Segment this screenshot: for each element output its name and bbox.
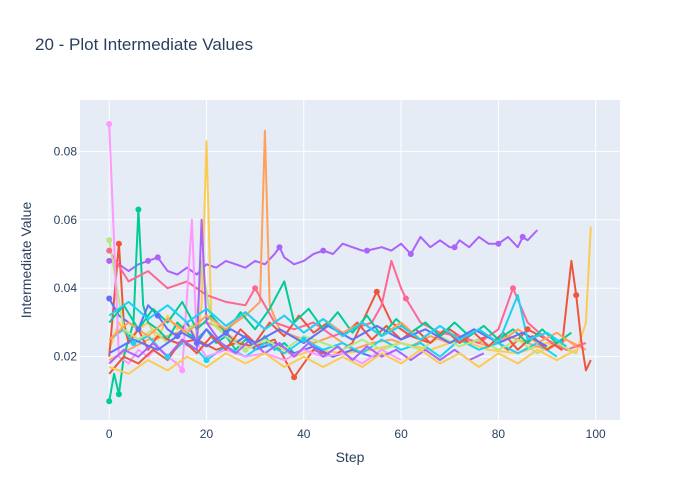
- chart-title: 20 - Plot Intermediate Values: [35, 35, 253, 54]
- marker-layer: [106, 121, 580, 405]
- series-point[interactable]: [510, 285, 516, 292]
- series-point[interactable]: [106, 237, 113, 244]
- series-point[interactable]: [451, 244, 458, 251]
- series-point[interactable]: [145, 257, 152, 264]
- series-point[interactable]: [115, 240, 122, 247]
- series-point[interactable]: [174, 333, 181, 340]
- y-tick-label: 0.02: [54, 350, 78, 364]
- series-point[interactable]: [135, 326, 142, 333]
- series-point[interactable]: [154, 312, 161, 319]
- x-tick-label: 40: [297, 427, 311, 441]
- series-line-16[interactable]: [108, 324, 548, 355]
- x-tick-label: 20: [200, 427, 214, 441]
- series-point[interactable]: [179, 367, 186, 374]
- series-point[interactable]: [154, 254, 161, 261]
- series-point[interactable]: [407, 251, 414, 257]
- series-point[interactable]: [364, 247, 370, 254]
- series-point[interactable]: [573, 292, 580, 299]
- series-line-13[interactable]: [108, 218, 485, 365]
- plot-area: [80, 100, 620, 420]
- series-point[interactable]: [106, 398, 113, 405]
- series-point[interactable]: [524, 326, 531, 333]
- series-point[interactable]: [193, 340, 200, 346]
- series-point[interactable]: [495, 240, 502, 247]
- y-tick-label: 0.06: [54, 213, 78, 227]
- tick-labels: 0 20 40 60 80 100 0.02 0.04 0.06 0.08: [54, 144, 606, 441]
- x-tick-label: 80: [492, 427, 506, 441]
- y-tick-label: 0.04: [54, 281, 78, 295]
- series-point[interactable]: [164, 353, 171, 360]
- series-line-17[interactable]: [108, 294, 568, 348]
- series-point[interactable]: [222, 329, 229, 336]
- series-point[interactable]: [115, 391, 122, 398]
- series-line-15[interactable]: [108, 348, 577, 375]
- x-axis-title: Step: [336, 449, 365, 465]
- series-layer: [108, 123, 592, 402]
- series-point[interactable]: [300, 336, 307, 343]
- series-point[interactable]: [203, 357, 210, 364]
- series-point[interactable]: [106, 247, 113, 254]
- series-point[interactable]: [106, 257, 113, 264]
- series-point[interactable]: [373, 288, 380, 295]
- series-line-1[interactable]: [108, 229, 539, 276]
- x-tick-label: 100: [586, 427, 606, 441]
- y-tick-label: 0.08: [54, 144, 78, 158]
- series-point[interactable]: [252, 285, 259, 292]
- series-point[interactable]: [135, 206, 142, 213]
- series-point[interactable]: [291, 374, 298, 381]
- series-point[interactable]: [402, 295, 409, 302]
- series-point[interactable]: [320, 247, 327, 254]
- series-point[interactable]: [106, 295, 113, 302]
- series-point[interactable]: [276, 244, 283, 251]
- series-point[interactable]: [242, 346, 249, 353]
- x-tick-label: 0: [106, 427, 113, 441]
- series-point[interactable]: [106, 121, 113, 127]
- series-point[interactable]: [130, 340, 137, 346]
- y-axis-title: Intermediate Value: [18, 202, 34, 319]
- series-point[interactable]: [519, 233, 526, 240]
- x-tick-label: 60: [394, 427, 408, 441]
- series-line-12[interactable]: [108, 280, 572, 344]
